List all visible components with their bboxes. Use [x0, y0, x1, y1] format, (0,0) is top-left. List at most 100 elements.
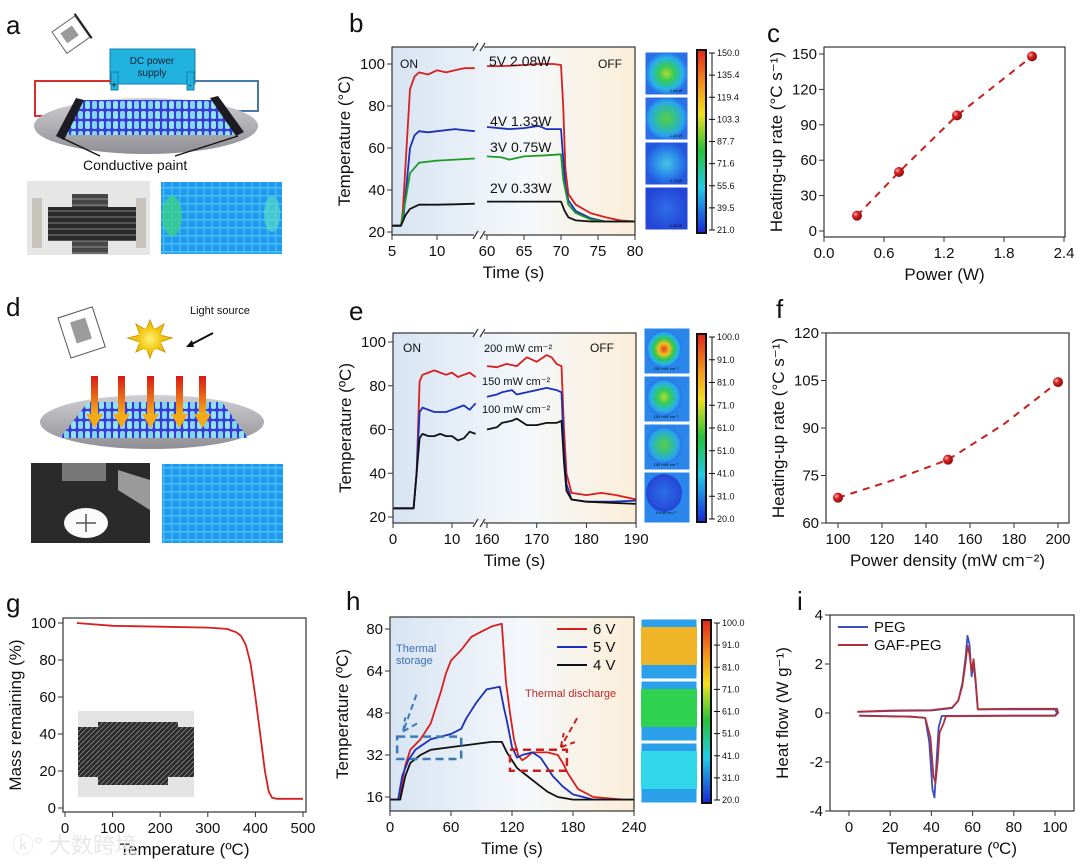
x-tick-label: 100 [1042, 819, 1067, 836]
x-tick-label: 180 [1001, 531, 1026, 548]
x-tick-label: 75 [590, 243, 607, 260]
conductive-paint-label: Conductive paint [83, 157, 187, 173]
thermal-thumbnail: 0.75 W [644, 141, 689, 186]
series-line-tga [76, 622, 303, 800]
plus-sign: + [111, 80, 116, 90]
y-tick-label: 0 [48, 800, 56, 817]
chart-b: 5 10 60 65 70 75 80 20 40 60 80 100 Time (s) Temperat… [335, 42, 644, 282]
thermal-band [641, 751, 697, 789]
colorbar-tick-label: 51.0 [717, 446, 735, 456]
x-tick-label: 140 [913, 531, 938, 548]
y-tick-label: 32 [366, 747, 383, 764]
y-tick-label: 120 [794, 325, 819, 342]
y-tick-label: 90 [800, 117, 817, 134]
thermal-thumbnail: 0.33 W [644, 186, 689, 231]
colorbar-tick-label: 71.0 [717, 400, 735, 410]
axis-break-mark [472, 328, 486, 338]
data-point [1027, 51, 1037, 62]
y-axis-label: Temperature (ºC) [333, 649, 352, 779]
x-tick-label: 80 [1005, 819, 1022, 836]
minus-sign: - [189, 80, 192, 90]
colorbar-tick-label: 91.0 [722, 640, 740, 650]
y-axis-label: Mass remaining (%) [6, 639, 25, 790]
panel-label-d: d [6, 292, 21, 322]
series-group [393, 354, 636, 510]
y-axis-label: Temperature (ºC) [336, 363, 355, 493]
y-tick-label: 120 [792, 81, 817, 98]
x-tick-label: 10 [429, 243, 446, 260]
axis-break-gap [474, 521, 484, 525]
blue-wire [194, 80, 259, 112]
thumbnail-label: 100 mW cm⁻² [654, 462, 679, 467]
colorbar-tick-label: 20.0 [717, 514, 735, 524]
thermal-thumbnail: 2.08 W [644, 51, 689, 96]
x-tick-label: 5 [388, 243, 396, 260]
y-tick-label: 40 [368, 182, 385, 199]
axis-break-mark [472, 42, 486, 52]
x-tick-label: 60 [964, 819, 981, 836]
thermal-thumbnail: 150 mW cm⁻² [643, 375, 691, 423]
light-source-label: Light source [190, 305, 250, 317]
x-tick-label: 1.8 [994, 245, 1015, 262]
plot-background [393, 333, 636, 523]
arrow-icon [113, 376, 130, 428]
thumbnail-label: 0.33 W [670, 223, 683, 228]
annotation-discharge: Thermal discharge [525, 688, 616, 700]
colorbar-gradient [696, 49, 707, 234]
thermal-hotspot [646, 330, 682, 368]
chart-h: 0 60 120 180 240 16 32 48 64 80 Time (s) Temperatur… [333, 616, 647, 858]
y-tick-label: 80 [368, 98, 385, 115]
series-line-2v-0.33w [487, 200, 635, 223]
thermal-image [161, 182, 282, 254]
chart-i: 0 20 40 60 80 100 -4 -2 0 2 4 Temperature (ºC) Heat … [773, 607, 1075, 858]
x-tick-label: 180 [560, 819, 585, 836]
x-axis-label: Time (s) [483, 263, 545, 282]
x-tick-label: 80 [627, 243, 644, 260]
arrow-icon [171, 376, 188, 428]
thumbnail-label: 200 mW cm⁻² [654, 366, 679, 371]
power-supply-label: supply [138, 68, 167, 79]
plot-background [390, 617, 634, 811]
annotation-s3: 3V 0.75W [490, 139, 552, 155]
colorbar-tick-label: 61.0 [717, 423, 735, 433]
y-tick-label: 40 [369, 465, 386, 482]
y-tick-label: 105 [794, 372, 819, 389]
thermal-image [644, 186, 689, 231]
y-tick-label: 60 [368, 140, 385, 157]
thumbnail-label: 150 mW cm⁻² [654, 414, 679, 419]
y-tick-label: 100 [360, 56, 385, 73]
x-tick-label: 120 [869, 531, 894, 548]
data-point [943, 454, 953, 465]
x-axis-label: Time (s) [481, 839, 543, 858]
colorbar-tick-label: 71.6 [717, 159, 735, 169]
panel-label-f: f [776, 294, 784, 324]
y-tick-label: 80 [369, 378, 386, 395]
y-tick-label: 80 [366, 621, 383, 638]
thermal-hotspot [646, 378, 682, 416]
annotation-off: OFF [590, 341, 614, 355]
series-line-4v-1.33w [486, 125, 635, 223]
colorbar-tick-label: 39.5 [717, 203, 735, 213]
y-tick-label: 100 [31, 615, 56, 632]
legend-label: 6 V [593, 621, 616, 638]
y-tick-label: 60 [802, 515, 819, 532]
colorbar-tick-label: 41.0 [722, 751, 740, 761]
x-tick-label: 200 [148, 820, 173, 837]
chart-f: 100 120 140 160 180 200 60 75 90 105 120 Power dens… [769, 325, 1071, 570]
series-line-200-mw-cm-2 [486, 354, 636, 501]
colorbar-tick-label: 81.0 [717, 378, 735, 388]
series-group [76, 622, 303, 800]
colorbar-b: 150.0 135.4 119.4 103.3 87.7 71.6 55.6 39.5 21.0 [696, 48, 740, 235]
x-tick-label: 190 [624, 531, 649, 548]
light-arrow [189, 332, 214, 346]
panel-label-b: b [349, 8, 364, 38]
annotation-storage1: Thermal [396, 643, 436, 655]
light-arrows [86, 376, 211, 428]
arrow-icon [142, 376, 159, 428]
thermal-image [162, 464, 283, 543]
y-tick-label: 16 [366, 789, 383, 806]
thermal-thumbnail [640, 680, 698, 742]
thumbnail-label: 0.75 W [670, 178, 683, 183]
y-tick-label: 100 [361, 334, 386, 351]
